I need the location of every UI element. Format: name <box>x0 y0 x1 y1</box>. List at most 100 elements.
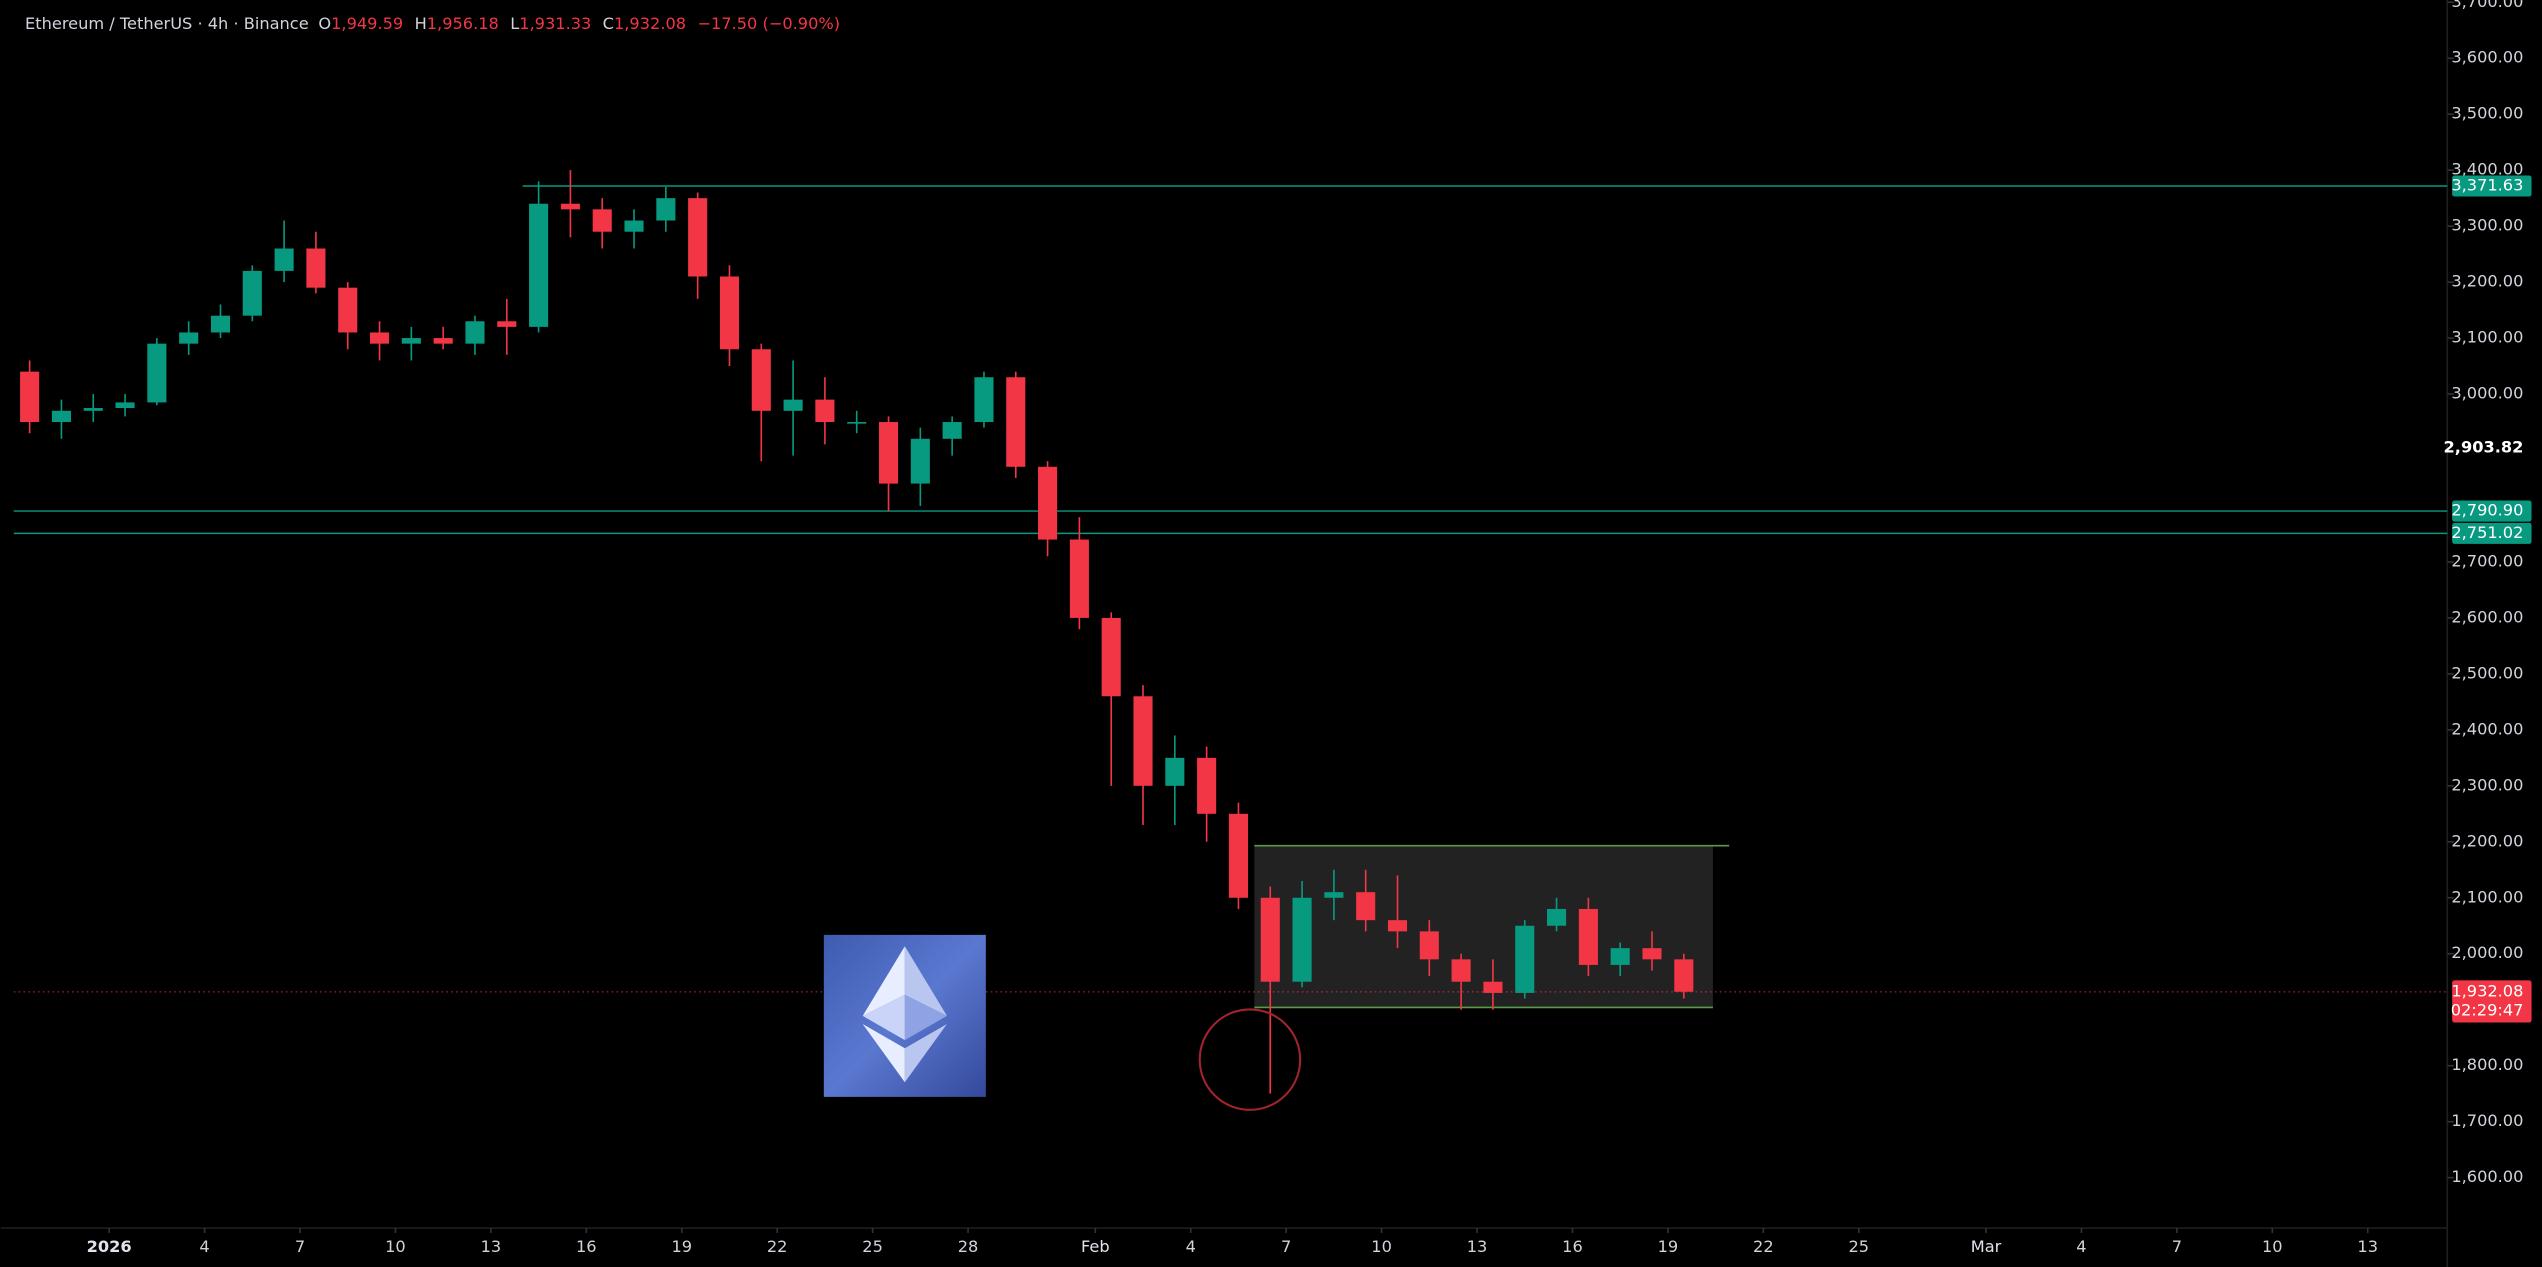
x-tick-label: 13 <box>1467 1237 1488 1256</box>
candle-body <box>1038 466 1058 540</box>
candle-body <box>401 338 421 344</box>
candle-body <box>1324 892 1344 898</box>
y-tick-label: 2,500.00 <box>2451 663 2523 682</box>
last-price-tag <box>2452 980 2532 1023</box>
x-tick-label: 25 <box>1848 1237 1869 1256</box>
y-tick-label: 1,700.00 <box>2451 1111 2523 1130</box>
y-tick-label: 1,800.00 <box>2451 1055 2523 1074</box>
candle-body <box>274 248 294 271</box>
price-tag <box>2452 522 2532 544</box>
logo-facet <box>862 1023 905 1083</box>
candle-body <box>751 349 771 411</box>
x-tick-label: 7 <box>2172 1237 2182 1256</box>
y-tick-label: 3,100.00 <box>2451 328 2523 347</box>
x-tick-label: Feb <box>1081 1237 1110 1256</box>
candle-body <box>688 198 708 277</box>
x-tick-label: 16 <box>576 1237 597 1256</box>
candle-body <box>1451 959 1471 982</box>
candle-body <box>719 276 740 350</box>
ohlc-label: H <box>415 14 427 33</box>
candle-body <box>1165 757 1185 786</box>
ohlc-label: C <box>603 14 614 33</box>
y-tick-label: 2,700.00 <box>2451 551 2523 570</box>
x-tick-label: 22 <box>767 1237 788 1256</box>
candle-body <box>1260 897 1280 982</box>
candle-body <box>910 438 930 484</box>
x-tick-label: 10 <box>385 1237 406 1256</box>
candle-body <box>1515 925 1535 993</box>
price-tag-label: 2,751.02 <box>2451 523 2523 542</box>
candle-body <box>1642 948 1662 960</box>
logo-facet <box>862 946 905 1016</box>
x-tick-label: 4 <box>2076 1237 2086 1256</box>
x-tick-label: 7 <box>1281 1237 1291 1256</box>
range-box <box>1254 845 1713 1008</box>
y-tick-label: 2,100.00 <box>2451 887 2523 906</box>
highlight-circle <box>1198 1008 1302 1111</box>
y-tick-label: 3,300.00 <box>2451 216 2523 235</box>
x-tick-label: 2026 <box>87 1237 132 1256</box>
candle-body <box>847 422 867 424</box>
logo-facet <box>904 994 947 1041</box>
y-tick-label: 3,600.00 <box>2451 48 2523 67</box>
candle-body <box>815 399 835 423</box>
candle-body <box>1101 617 1121 697</box>
x-tick-label: Mar <box>1971 1237 2002 1256</box>
candle-body <box>592 209 612 232</box>
candle-body <box>529 203 549 327</box>
candle-body <box>1069 539 1089 618</box>
countdown: 02:29:47 <box>2451 1001 2524 1020</box>
x-tick-label: 19 <box>671 1237 692 1256</box>
candle-body <box>1578 908 1598 965</box>
logo-facet <box>904 946 947 1016</box>
candle-body <box>1292 897 1312 982</box>
candle-body <box>1133 696 1153 786</box>
candle-body <box>433 338 453 344</box>
candle-body <box>370 332 390 344</box>
last-price-label: 1,932.08 <box>2451 981 2523 1000</box>
y-tick-label: 3,200.00 <box>2451 272 2523 291</box>
candle-body <box>783 399 803 411</box>
candle-body <box>497 321 517 327</box>
x-tick-label: 10 <box>1371 1237 1392 1256</box>
logo-facet <box>904 1023 947 1083</box>
y-tick-label: 3,000.00 <box>2451 384 2523 403</box>
candle-body <box>115 402 135 409</box>
x-tick-label: 16 <box>1562 1237 1583 1256</box>
axes: 1,600.00 1,700.00 1,800.00 2,000.00 2,100.00… <box>87 0 2532 1256</box>
candle-body <box>1419 931 1439 960</box>
y-tick-label: 2,000.00 <box>2451 943 2523 962</box>
candle-body <box>974 377 994 423</box>
ohlc-value: 1,956.18 <box>427 14 499 33</box>
x-tick-label: 7 <box>295 1237 305 1256</box>
candle-body <box>338 287 358 333</box>
candle-body <box>83 408 103 411</box>
y-tick-label: 2,400.00 <box>2451 719 2523 738</box>
y-tick-label: 2,300.00 <box>2451 775 2523 794</box>
candle-body <box>1387 920 1408 932</box>
price-tag-label: 2,790.90 <box>2451 501 2523 520</box>
ohlc-value: 1,931.33 <box>519 14 591 33</box>
candle-body <box>1228 813 1248 898</box>
candle-body <box>210 315 231 333</box>
header: Ethereum / TetherUS · 4h · Binance O 1,94… <box>25 14 840 33</box>
crosshair-price-label: 2,903.82 <box>2444 437 2524 456</box>
candle-body <box>1006 377 1026 467</box>
logo-facet <box>862 994 905 1041</box>
candles <box>20 170 1694 1094</box>
y-tick-label: 2,200.00 <box>2451 831 2523 850</box>
y-tick-label: 3,700.00 <box>2451 0 2523 11</box>
candle-body <box>1197 757 1217 814</box>
y-tick-label: 3,500.00 <box>2451 104 2523 123</box>
x-tick-label: 25 <box>862 1237 883 1256</box>
candle-body <box>1547 908 1567 926</box>
candle-body <box>147 343 167 403</box>
candle-body <box>942 422 962 439</box>
y-tick-label: 1,600.00 <box>2451 1167 2523 1186</box>
candle-body <box>1483 981 1503 993</box>
candle-body <box>1356 892 1376 921</box>
candle-body <box>1610 948 1630 965</box>
change: −17.50 (−0.90%) <box>697 14 840 33</box>
candle-body <box>242 270 262 316</box>
